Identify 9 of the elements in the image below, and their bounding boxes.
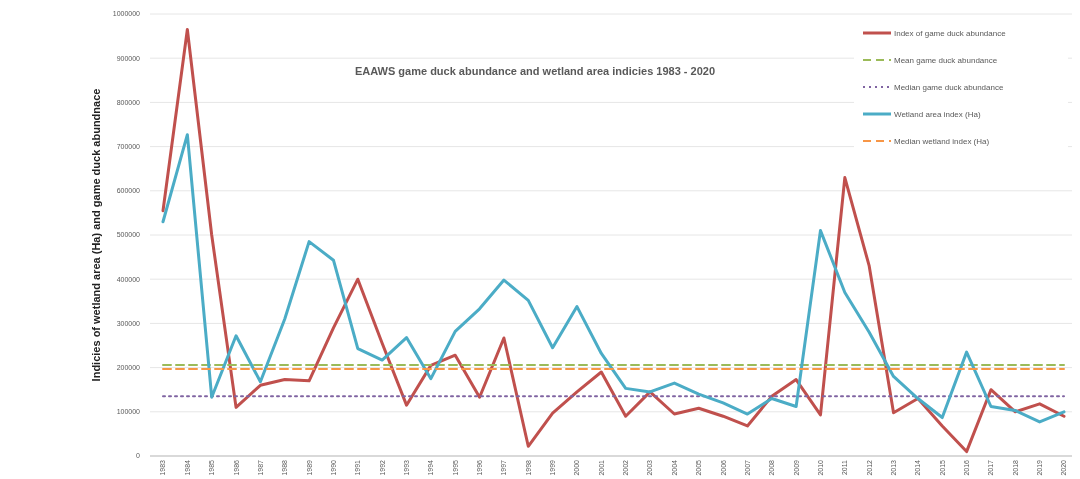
line-series (161, 133, 1066, 424)
legend-label: Wetland area index (Ha) (894, 109, 981, 119)
legend-label: Mean game duck abundance (894, 55, 998, 65)
line-series (161, 27, 1066, 454)
y-axis-title: Indicies of wetland area (Ha) and game duck abundnace (90, 88, 102, 382)
legend-label: Median wetland index (Ha) (894, 136, 990, 146)
text: EAAWS game duck abundance and wetland area indicies 1983 - 2020 (354, 65, 716, 77)
legend-label: Index of game duck abundance (894, 28, 1007, 38)
legend-label: Median game duck abundance (894, 82, 1004, 92)
